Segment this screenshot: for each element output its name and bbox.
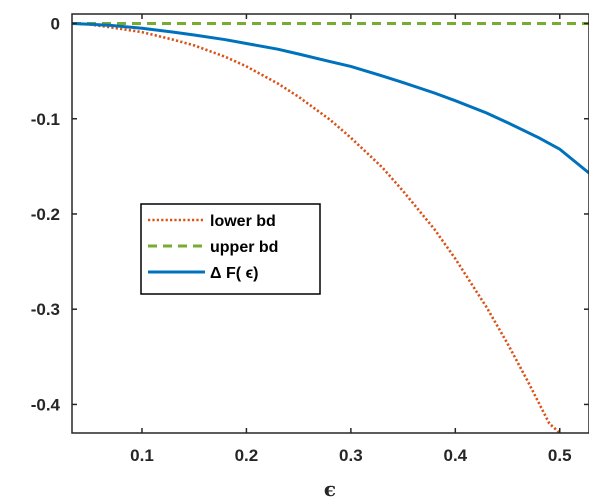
legend-label-3: Δ F( ϵ) (210, 265, 258, 282)
x-tick-label: 0.4 (443, 446, 467, 465)
y-tick-label: -0.1 (31, 110, 60, 129)
legend-items: lower bd upper bd Δ F( ϵ) (148, 213, 278, 282)
y-tick-label: -0.4 (31, 395, 61, 414)
legend: lower bd upper bd Δ F( ϵ) (140, 203, 321, 295)
y-tick-label: 0 (51, 15, 60, 34)
series-line-1 (72, 22, 561, 433)
plot-frame (71, 13, 589, 434)
series-line-3 (72, 22, 589, 175)
legend-label-2: upper bd (210, 239, 278, 256)
axis-layer: 0.1 0.2 0.3 0.4 0.5 0 -0.1 -0.2 -0.3 -0.4 (31, 14, 589, 465)
x-tick-label: 0.1 (130, 446, 154, 465)
y-tick-label: -0.3 (31, 300, 60, 319)
legend-label-1: lower bd (210, 213, 276, 230)
x-tick-label: 0.3 (339, 446, 363, 465)
x-axis-title: ϵ (324, 477, 336, 499)
series-layer (72, 22, 589, 433)
y-tick-label: -0.2 (31, 205, 60, 224)
x-tick-label: 0.2 (235, 446, 259, 465)
x-tick-label: 0.5 (548, 446, 572, 465)
